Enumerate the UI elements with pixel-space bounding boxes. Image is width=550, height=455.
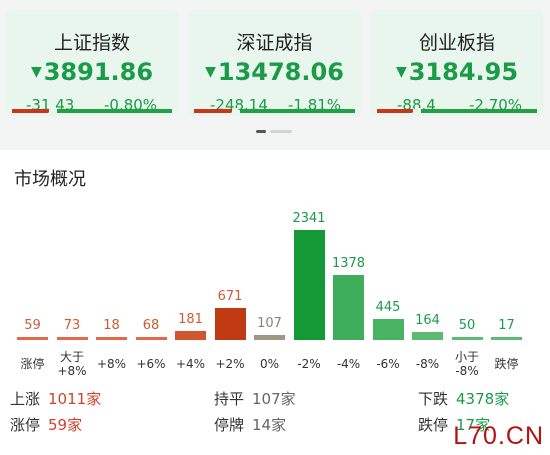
stat-limit-down: 跌停 17家 — [418, 416, 491, 434]
chart-bar — [135, 336, 167, 340]
chart-bar-value: 17 — [498, 318, 515, 333]
chart-category-label: 小于 -8% — [454, 350, 479, 378]
chart-bar — [175, 331, 206, 340]
chart-bar-value: 50 — [458, 318, 476, 333]
page-dot[interactable] — [270, 130, 292, 133]
index-value: ▼3184.95 — [395, 58, 519, 86]
stat-up: 上涨 1011家 — [10, 390, 102, 408]
chart-bar-value: 671 — [217, 289, 243, 305]
up-down-ratio-bar — [194, 108, 355, 114]
chart-bar-value: 181 — [178, 312, 203, 328]
index-name: 上证指数 — [53, 32, 130, 54]
down-triangle-icon: ▼ — [30, 64, 42, 80]
chart-bar-value: 59 — [24, 318, 41, 333]
chart-bar — [293, 230, 325, 340]
index-card-shanghai[interactable]: 上证指数 ▼3891.86 -31.43 -0.80% — [6, 10, 178, 116]
stat-flat: 持平 107家 — [214, 390, 296, 408]
chart-bar — [56, 336, 88, 340]
chart-bar — [333, 275, 364, 340]
chart-category-label: 跌停 — [494, 357, 519, 371]
chart-bar-value: 164 — [415, 313, 440, 329]
stat-halt: 停牌 14家 — [214, 416, 287, 434]
chart-bar-value: 107 — [257, 315, 282, 331]
chart-bar-value: 68 — [142, 317, 160, 333]
chart-bar — [412, 332, 443, 340]
market-overview-panel: 市场概况 59 涨停 73 大于 +8% 18 +8% 68 +6% 181 +4% 671 +2% 10… — [0, 150, 550, 455]
down-triangle-icon: ▼ — [395, 64, 407, 80]
stat-limit-up: 涨停 59家 — [10, 416, 83, 434]
watermark: L70.CN — [453, 422, 544, 450]
chart-bar — [254, 334, 285, 340]
chart-category-label: 涨停 — [20, 357, 45, 371]
distribution-chart: 59 涨停 73 大于 +8% 18 +8% 68 +6% 181 +4% 671 +2% 107 0% 23… — [0, 150, 550, 455]
page-dot-active[interactable] — [256, 130, 266, 133]
index-value: ▼13478.06 — [205, 58, 344, 86]
chart-bar — [372, 319, 404, 340]
chart-category-label: -6% — [376, 357, 400, 371]
chart-category-label: 大于 +8% — [57, 350, 87, 378]
index-name: 创业板指 — [418, 32, 495, 54]
chart-bar-value: 73 — [63, 317, 81, 333]
up-down-ratio-bar — [12, 108, 172, 114]
chart-bar-value: 2341 — [292, 211, 326, 226]
chart-category-label: 0% — [259, 357, 280, 371]
chart-bar — [96, 337, 127, 340]
chart-category-label: +4% — [175, 357, 206, 371]
index-cards: 上证指数 ▼3891.86 -31.43 -0.80% 深证成指 ▼13478.… — [0, 0, 550, 122]
stat-down-value: 4378家 — [456, 390, 510, 408]
chart-bar — [451, 337, 483, 340]
chart-category-label: +8% — [96, 357, 127, 371]
stat-limit-up-value: 59家 — [48, 416, 83, 434]
index-name: 深证成指 — [236, 32, 313, 54]
chart-bar — [17, 337, 48, 340]
chart-bar — [491, 337, 522, 340]
index-card-chinext[interactable]: 创业板指 ▼3184.95 -88.4 -2.70% — [371, 10, 543, 116]
chart-bar-value: 445 — [375, 300, 401, 316]
market-stats: 上涨 1011家 持平 107家 下跌 4378家 涨停 59家 停牌 14家 跌停 17家 — [0, 380, 550, 440]
chart-category-label: -8% — [415, 357, 440, 371]
down-triangle-icon: ▼ — [205, 64, 216, 80]
stat-flat-value: 107家 — [252, 390, 296, 408]
section-title: 市场概况 — [14, 169, 86, 190]
stat-halt-value: 14家 — [252, 416, 287, 434]
stat-up-value: 1011家 — [48, 390, 102, 408]
stat-limit-down-value: 17家 — [456, 416, 491, 434]
index-value: ▼3891.86 — [30, 58, 154, 86]
stat-down: 下跌 4378家 — [418, 390, 510, 408]
chart-bar-value: 18 — [103, 318, 120, 333]
chart-category-label: -2% — [297, 357, 321, 371]
chart-category-label: -4% — [336, 357, 361, 371]
chart-category-label: +2% — [215, 357, 245, 371]
chart-bar — [214, 308, 246, 340]
index-card-shenzhen[interactable]: 深证成指 ▼13478.06 -248.14 -1.81% — [188, 10, 361, 116]
chart-bar-value: 1378 — [331, 256, 366, 272]
chart-category-label: +6% — [136, 357, 166, 371]
up-down-ratio-bar — [377, 108, 537, 114]
